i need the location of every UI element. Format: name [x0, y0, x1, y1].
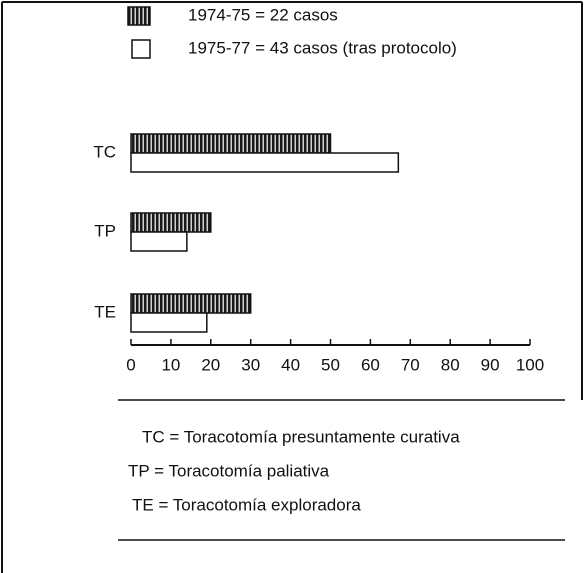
category-label: TC [93, 142, 116, 161]
bar [130, 133, 332, 154]
x-tick-label: 10 [161, 355, 180, 374]
category-label: TE [94, 302, 116, 321]
bar [130, 293, 252, 314]
legend-swatch [131, 39, 151, 59]
annotation: TC = Toracotomía presuntamente curativa [142, 427, 460, 446]
x-tick-label: 70 [401, 355, 420, 374]
x-tick-label: 60 [361, 355, 380, 374]
x-tick-label: 90 [481, 355, 500, 374]
x-tick-label: 20 [201, 355, 220, 374]
annotation: TE = Toracotomía exploradora [132, 495, 361, 514]
x-tick-label: 0 [126, 355, 135, 374]
x-tick-label: 40 [281, 355, 300, 374]
x-tick-label: 80 [441, 355, 460, 374]
legend-label: 1975-77 = 43 casos (tras protocolo) [188, 38, 457, 57]
x-tick-label: 30 [241, 355, 260, 374]
bar [130, 152, 400, 173]
x-tick-label: 100 [516, 355, 544, 374]
annotation: TP = Toracotomía paliativa [128, 461, 330, 480]
bar [130, 212, 212, 233]
bar [130, 312, 208, 333]
legend-label: 1974-75 = 22 casos [188, 5, 338, 24]
legend-swatch [127, 6, 151, 26]
category-label: TP [94, 221, 116, 240]
x-tick-label: 50 [321, 355, 340, 374]
bar [130, 231, 188, 252]
